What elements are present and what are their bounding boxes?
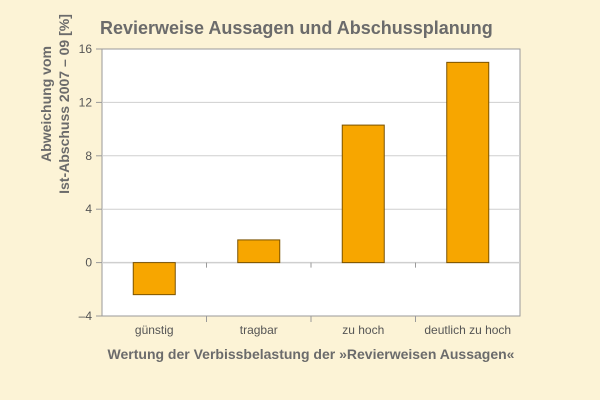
bar — [132, 262, 176, 296]
x-tick-label: tragbar — [240, 323, 278, 337]
y-axis: 16 12 8 4 0 –4 — [79, 42, 102, 323]
y-tick-label: 8 — [85, 149, 92, 163]
x-axis: günstig tragbar zu hoch deutlich zu hoch — [135, 316, 511, 337]
y-tick-label: –4 — [79, 309, 93, 323]
y-tick-label: 16 — [79, 42, 93, 56]
x-tick-label: deutlich zu hoch — [424, 323, 511, 337]
bar — [446, 61, 490, 264]
y-tick-label: 4 — [85, 202, 92, 216]
y-axis-title-line-2: Ist-Abschuss 2007 – 09 [%] — [56, 14, 72, 194]
y-axis-title-line-1: Abweichung vom — [38, 46, 54, 162]
bars — [132, 61, 490, 296]
x-tick-label: günstig — [135, 323, 174, 337]
y-tick-label: 12 — [79, 95, 93, 109]
x-tick-label: zu hoch — [342, 323, 384, 337]
y-axis-title: Abweichung vom Ist-Abschuss 2007 – 09 [%… — [38, 14, 72, 194]
x-axis-title: Wertung der Verbissbelastung der »Revier… — [108, 346, 515, 362]
chart-title: Revierweise Aussagen und Abschussplanung — [100, 18, 493, 38]
y-tick-label: 0 — [85, 256, 92, 270]
bar — [341, 124, 385, 264]
bar — [237, 239, 281, 264]
